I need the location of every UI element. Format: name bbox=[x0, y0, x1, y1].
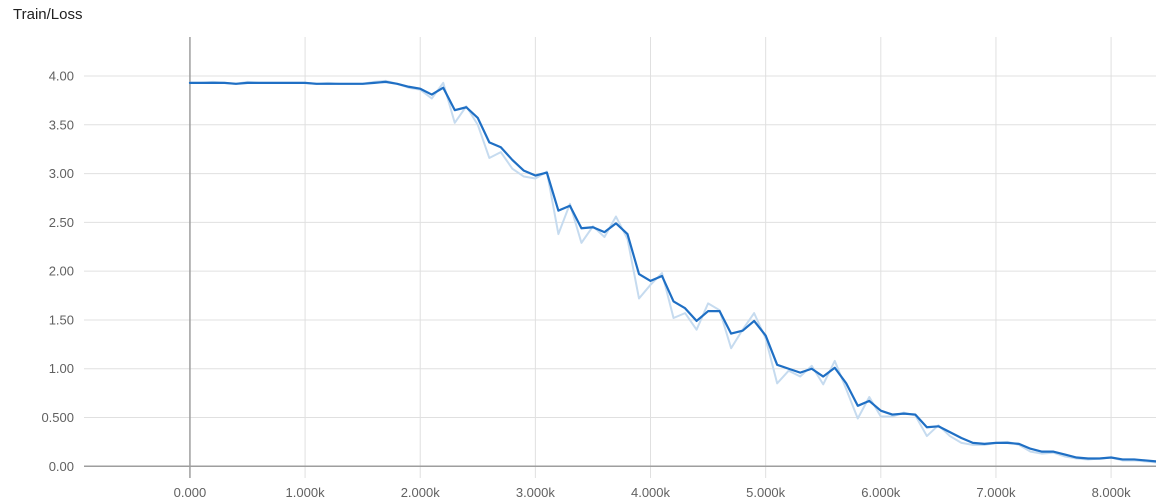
x-tick-label: 3.000k bbox=[516, 485, 556, 500]
y-tick-label: 2.50 bbox=[49, 215, 74, 230]
x-tick-label: 1.000k bbox=[286, 485, 326, 500]
x-tick-label: 2.000k bbox=[401, 485, 441, 500]
x-tick-label: 8.000k bbox=[1092, 485, 1132, 500]
x-tick-label: 7.000k bbox=[976, 485, 1016, 500]
y-tick-label: 2.00 bbox=[49, 264, 74, 279]
x-tick-label: 6.000k bbox=[861, 485, 901, 500]
y-tick-label: 4.00 bbox=[49, 69, 74, 84]
y-tick-label: 3.50 bbox=[49, 117, 74, 132]
x-tick-label: 0.000 bbox=[174, 485, 207, 500]
y-tick-label: 1.50 bbox=[49, 312, 74, 327]
x-tick-label: 5.000k bbox=[746, 485, 786, 500]
y-tick-label: 1.00 bbox=[49, 361, 74, 376]
series-line-smoothed bbox=[188, 80, 1156, 463]
y-tick-label: 0.500 bbox=[41, 410, 74, 425]
y-tick-label: 3.00 bbox=[49, 166, 74, 181]
y-tick-label: 0.00 bbox=[49, 459, 74, 474]
chart-title: Train/Loss bbox=[13, 6, 83, 23]
x-tick-label: 4.000k bbox=[631, 485, 671, 500]
